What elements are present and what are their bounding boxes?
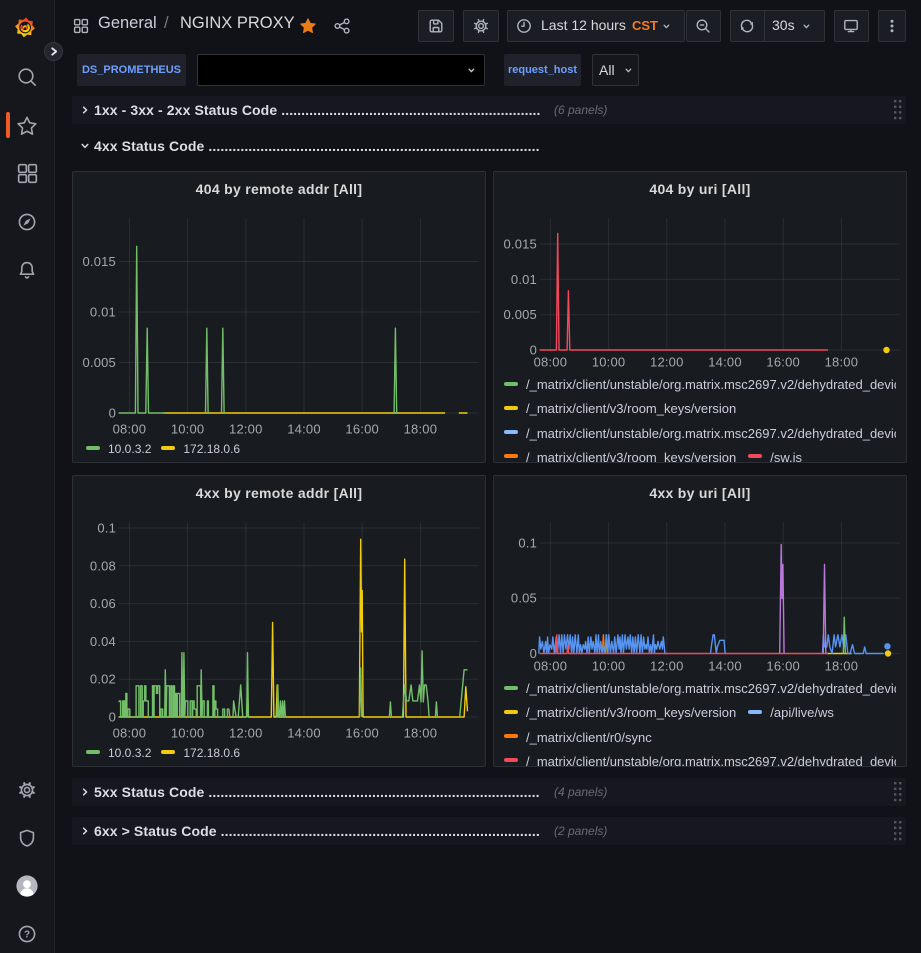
svg-text:0.005: 0.005 — [503, 307, 537, 322]
svg-text:18:00: 18:00 — [404, 422, 438, 437]
svg-text:0.015: 0.015 — [503, 237, 537, 252]
svg-text:0.1: 0.1 — [97, 521, 116, 536]
svg-text:0.04: 0.04 — [90, 634, 116, 649]
svg-text:12:00: 12:00 — [650, 355, 684, 370]
svg-text:10:00: 10:00 — [592, 659, 626, 674]
svg-text:0.06: 0.06 — [90, 596, 116, 611]
svg-text:0.015: 0.015 — [82, 254, 116, 269]
svg-text:16:00: 16:00 — [766, 355, 800, 370]
svg-text:0.08: 0.08 — [90, 558, 116, 573]
svg-text:0.01: 0.01 — [511, 272, 537, 287]
svg-text:14:00: 14:00 — [708, 659, 742, 674]
svg-text:08:00: 08:00 — [534, 659, 568, 674]
svg-text:14:00: 14:00 — [287, 726, 321, 741]
svg-text:12:00: 12:00 — [650, 659, 684, 674]
svg-text:0.01: 0.01 — [90, 305, 116, 320]
svg-text:16:00: 16:00 — [766, 659, 800, 674]
svg-text:0.05: 0.05 — [511, 591, 537, 606]
svg-text:18:00: 18:00 — [825, 659, 859, 674]
svg-text:0: 0 — [109, 406, 116, 421]
svg-text:12:00: 12:00 — [229, 726, 263, 741]
svg-text:08:00: 08:00 — [113, 422, 147, 437]
svg-text:14:00: 14:00 — [708, 355, 742, 370]
svg-text:18:00: 18:00 — [404, 726, 438, 741]
svg-text:16:00: 16:00 — [345, 422, 379, 437]
svg-text:0: 0 — [530, 646, 537, 661]
svg-text:0.02: 0.02 — [90, 672, 116, 687]
svg-text:16:00: 16:00 — [345, 726, 379, 741]
svg-text:?: ? — [24, 930, 30, 941]
svg-text:10:00: 10:00 — [171, 422, 205, 437]
svg-text:10:00: 10:00 — [592, 355, 626, 370]
svg-text:18:00: 18:00 — [825, 355, 859, 370]
svg-text:0: 0 — [109, 710, 116, 725]
svg-text:14:00: 14:00 — [287, 422, 321, 437]
svg-text:0: 0 — [530, 343, 537, 358]
svg-text:08:00: 08:00 — [113, 726, 147, 741]
svg-text:0.005: 0.005 — [82, 355, 116, 370]
svg-text:12:00: 12:00 — [229, 422, 263, 437]
svg-text:08:00: 08:00 — [534, 355, 568, 370]
svg-text:10:00: 10:00 — [171, 726, 205, 741]
svg-text:0.1: 0.1 — [518, 536, 537, 551]
